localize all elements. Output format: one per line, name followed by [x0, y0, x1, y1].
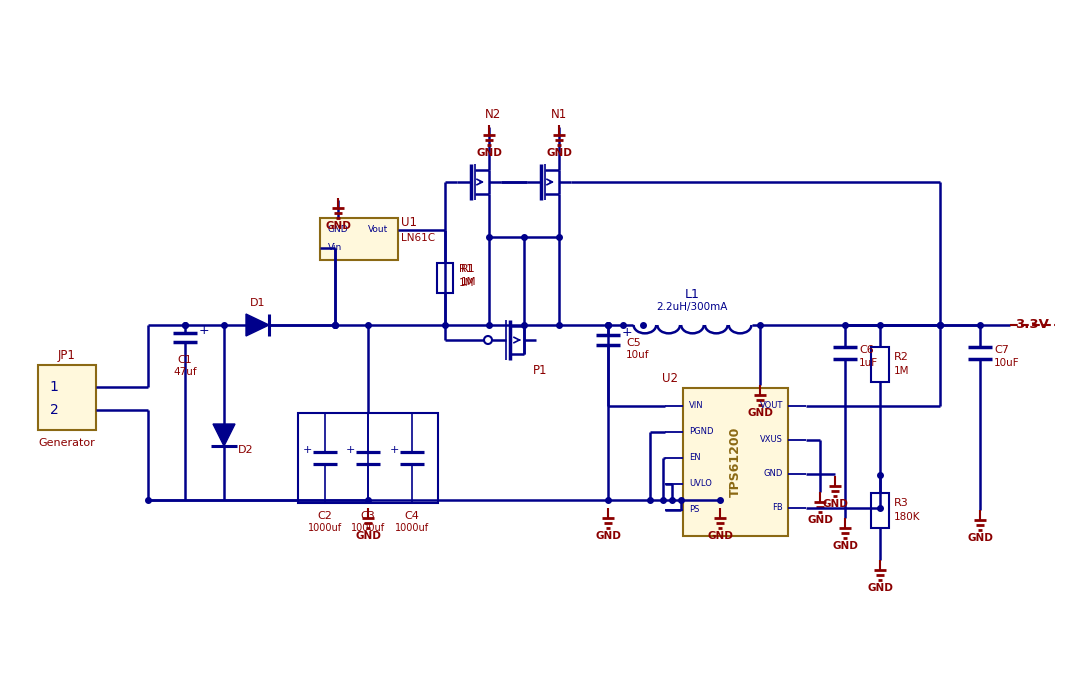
Text: VIN: VIN	[689, 402, 704, 411]
Text: GND: GND	[807, 515, 833, 525]
Bar	[683, 388, 788, 536]
Text: +: +	[390, 445, 399, 455]
Text: C3: C3	[361, 511, 376, 521]
Text: 1M: 1M	[459, 277, 474, 287]
Bar	[870, 493, 889, 528]
Text: 1000uf: 1000uf	[351, 523, 386, 533]
Text: 3.3V: 3.3V	[1015, 318, 1049, 332]
Bar	[320, 218, 399, 260]
Text: GND: GND	[328, 225, 349, 234]
Text: Generator: Generator	[39, 438, 95, 448]
Text: GND: GND	[355, 531, 381, 541]
Text: 10uf: 10uf	[626, 350, 649, 360]
Text: Vin: Vin	[328, 244, 342, 252]
Text: 1uF: 1uF	[859, 358, 878, 368]
Text: GND: GND	[747, 408, 773, 418]
Text: 10uF: 10uF	[994, 358, 1020, 368]
Text: 1M: 1M	[461, 277, 476, 287]
Text: VOUT: VOUT	[759, 402, 783, 411]
Text: GND: GND	[595, 531, 621, 541]
Text: N2: N2	[485, 108, 501, 120]
Text: EN: EN	[689, 454, 701, 462]
Text: R1: R1	[459, 264, 473, 275]
Text: UVLO: UVLO	[689, 479, 712, 489]
Text: PGND: PGND	[689, 427, 714, 437]
Text: FB: FB	[772, 503, 783, 513]
Text: 2: 2	[50, 403, 58, 417]
Text: Vout: Vout	[368, 225, 388, 234]
Bar	[298, 413, 438, 503]
Text: 2.2uH/300mA: 2.2uH/300mA	[657, 302, 728, 312]
Text: N1: N1	[551, 108, 567, 120]
Text: GND: GND	[764, 470, 783, 479]
Text: C7: C7	[994, 345, 1009, 355]
Text: GND: GND	[867, 583, 893, 593]
Text: +: +	[346, 445, 355, 455]
Text: U1: U1	[401, 217, 417, 229]
Text: GND: GND	[325, 221, 351, 231]
Bar	[870, 347, 889, 382]
Text: GND: GND	[822, 499, 848, 509]
Text: C4: C4	[405, 511, 419, 521]
Text: U2: U2	[662, 371, 678, 384]
Text: GND: GND	[476, 148, 502, 158]
Text: 1M: 1M	[894, 366, 909, 376]
Text: PS: PS	[689, 505, 700, 514]
Text: 1000uf: 1000uf	[395, 523, 429, 533]
Text: +: +	[302, 445, 312, 455]
Text: R1: R1	[461, 264, 476, 274]
Text: LN61C: LN61C	[401, 233, 435, 243]
Text: 1: 1	[50, 380, 58, 394]
Text: 180K: 180K	[894, 512, 920, 522]
Text: C5: C5	[626, 338, 640, 348]
Text: 47uf: 47uf	[173, 367, 197, 377]
Text: R3: R3	[894, 498, 908, 508]
Text: C6: C6	[859, 345, 874, 355]
Text: D2: D2	[239, 445, 254, 455]
Text: C2: C2	[318, 511, 333, 521]
Bar	[38, 365, 96, 430]
Text: GND: GND	[707, 531, 733, 541]
Text: GND: GND	[546, 148, 572, 158]
Text: C1: C1	[177, 355, 192, 365]
Text: TPS61200: TPS61200	[729, 427, 742, 497]
Text: VXUS: VXUS	[760, 435, 783, 444]
Polygon shape	[246, 314, 269, 336]
Text: JP1: JP1	[58, 349, 76, 361]
Text: GND: GND	[967, 533, 993, 543]
Polygon shape	[213, 424, 235, 446]
Text: +: +	[622, 326, 633, 339]
Bar	[437, 262, 453, 293]
Text: R2: R2	[894, 352, 909, 362]
Text: +: +	[199, 324, 210, 337]
Text: GND: GND	[832, 541, 858, 551]
Text: D1: D1	[251, 298, 266, 308]
Text: L1: L1	[685, 289, 700, 302]
Text: 1000uf: 1000uf	[308, 523, 342, 533]
Text: P1: P1	[532, 363, 548, 376]
